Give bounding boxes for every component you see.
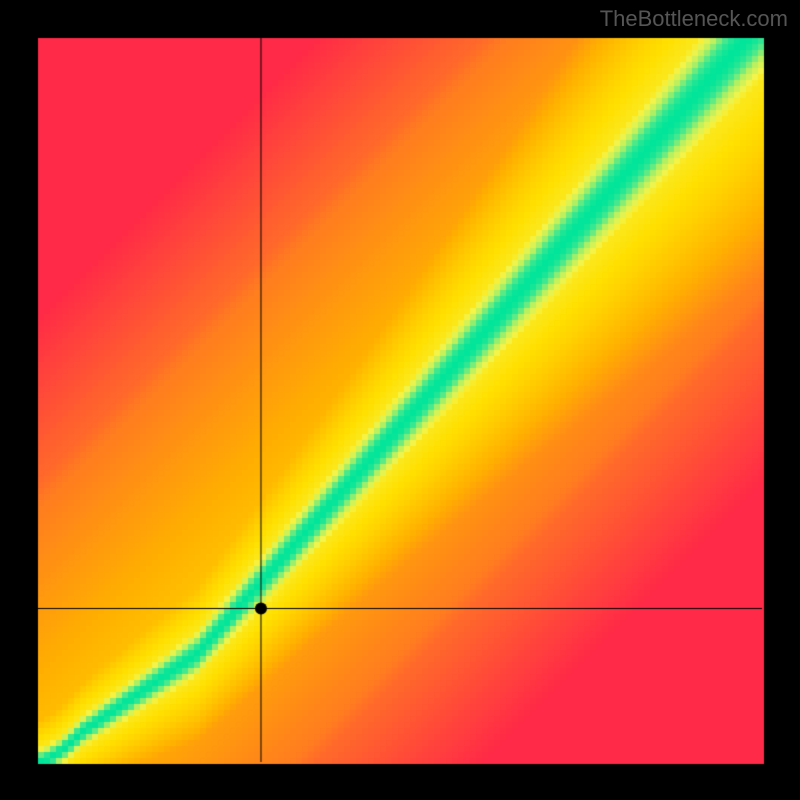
watermark-text: TheBottleneck.com	[600, 6, 788, 32]
chart-container: TheBottleneck.com	[0, 0, 800, 800]
bottleneck-heatmap	[0, 0, 800, 800]
